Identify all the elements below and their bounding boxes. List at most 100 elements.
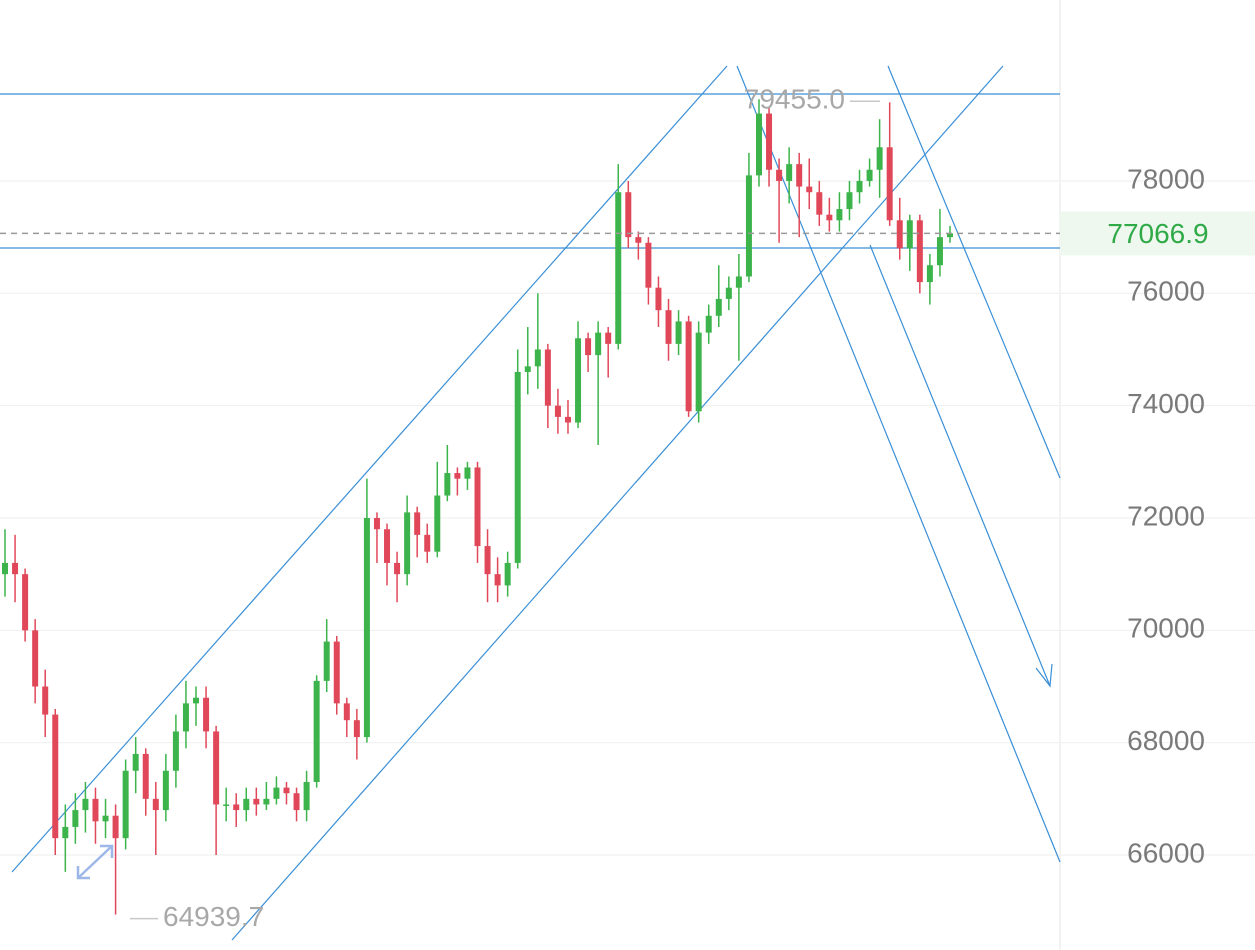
candle-body [776, 169, 783, 181]
candle-body [916, 220, 923, 283]
candle-body [534, 349, 541, 367]
candle-body [766, 113, 773, 170]
candle-body [102, 815, 109, 822]
candle-body [343, 703, 350, 721]
candle-body [745, 175, 752, 277]
candle-body [273, 787, 280, 799]
candle-body [494, 574, 501, 586]
candle-body [243, 798, 250, 811]
candle-body [635, 237, 642, 243]
candle-body [193, 697, 200, 704]
candle-body [695, 332, 702, 412]
candle-body [605, 332, 612, 344]
y-tick-label: 66000 [1127, 837, 1205, 868]
candle-body [876, 147, 883, 170]
candle-body [575, 338, 582, 423]
candle-body [826, 214, 833, 221]
candle-body [484, 546, 491, 575]
candle-body [12, 562, 19, 575]
candle-body [675, 321, 682, 344]
last-price-box [1060, 211, 1255, 256]
candle-body [615, 192, 622, 344]
candle-body [886, 147, 893, 221]
candle-body [152, 798, 159, 811]
candle-body [725, 287, 732, 299]
candle-body [504, 562, 511, 586]
candle-body [213, 731, 220, 805]
candle-body [585, 338, 592, 356]
channel-line [231, 65, 1004, 941]
candle-body [142, 753, 149, 799]
candle-body [323, 641, 330, 681]
candle-body [625, 192, 632, 238]
candle-body [564, 416, 571, 423]
candle-body [856, 180, 863, 193]
candle-body [122, 770, 129, 839]
candle-body [263, 798, 270, 805]
candle-body [283, 787, 290, 794]
candle-body [72, 810, 79, 827]
candle-body [293, 793, 300, 811]
candle-body [554, 405, 561, 417]
candle-body [32, 630, 39, 687]
candle-body [645, 242, 652, 288]
candle-body [595, 332, 602, 356]
candle-body [203, 697, 210, 732]
y-tick-label: 76000 [1127, 276, 1205, 307]
candle-body [112, 815, 119, 839]
candle-body [233, 804, 240, 811]
candle-body [454, 473, 461, 479]
candle-body [373, 517, 380, 530]
channel-line [887, 65, 1061, 479]
candle-body [906, 220, 913, 249]
candle-body [816, 192, 823, 215]
candle-body [92, 798, 99, 822]
candle-body [162, 770, 169, 811]
candle-body [474, 467, 481, 547]
grid [0, 180, 1255, 856]
y-tick-label: 70000 [1127, 613, 1205, 644]
candle-body [846, 192, 853, 210]
candle-body [665, 310, 672, 344]
candle-body [715, 298, 722, 316]
candle-body [786, 164, 793, 181]
channel-line [736, 65, 1061, 863]
candle-body [172, 731, 179, 771]
candle-body [866, 169, 873, 181]
y-tick-label: 68000 [1127, 725, 1205, 756]
candle-body [947, 233, 953, 238]
y-tick-label: 78000 [1127, 163, 1205, 194]
candle-body [655, 287, 662, 311]
candle-body [52, 714, 59, 839]
candle-body [353, 720, 360, 738]
candle-body [363, 517, 370, 738]
candle-body [444, 473, 451, 496]
candle-body [755, 113, 762, 176]
y-tick-label: 74000 [1127, 388, 1205, 419]
y-tick-label: 72000 [1127, 500, 1205, 531]
candle-body [62, 826, 69, 839]
candle-body [464, 467, 471, 479]
expand-icon [76, 844, 114, 880]
candle-body [22, 574, 29, 631]
candle-body [384, 529, 391, 563]
channel-line [11, 65, 728, 873]
candle-body [434, 495, 441, 552]
candles [2, 99, 953, 915]
candle-body [82, 798, 89, 811]
candle-body [414, 512, 421, 535]
drawings [0, 65, 1061, 941]
candle-body [132, 753, 139, 771]
candle-body [253, 798, 260, 805]
candle-body [303, 781, 310, 811]
high-annotation: 79455.0 [744, 84, 845, 115]
last-price-label: 77066.9 [1107, 218, 1208, 249]
candle-body [796, 164, 803, 187]
candle-body [896, 220, 903, 249]
candle-body [685, 321, 692, 412]
arrow-head [1035, 663, 1053, 688]
candle-body [333, 641, 340, 704]
candle-body [313, 680, 320, 782]
candle-body [182, 703, 189, 732]
